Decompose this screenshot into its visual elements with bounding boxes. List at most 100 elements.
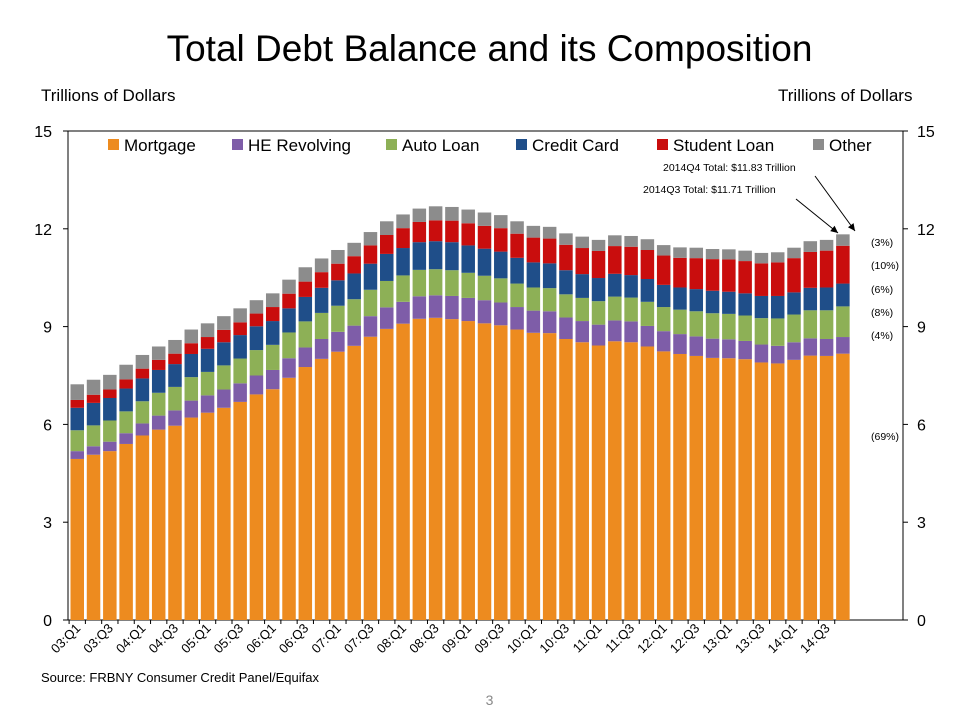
bar-credit-card — [168, 364, 182, 387]
bar-auto-loan — [803, 310, 818, 339]
bar-auto-loan — [494, 278, 508, 303]
bar-he-revolving — [494, 302, 508, 326]
bar-other — [705, 249, 720, 260]
bar-student-loan — [119, 379, 133, 389]
x-tick-label: 05:Q3 — [211, 621, 247, 657]
bar-he-revolving — [656, 331, 671, 352]
bar-student-loan — [542, 238, 557, 264]
bar-student-loan — [738, 261, 752, 294]
bar-student-loan — [510, 233, 524, 258]
x-tick-label: 06:Q3 — [276, 621, 312, 657]
annotation-label: 2014Q4 Total: $11.83 Trillion — [663, 162, 796, 174]
bar-auto-loan — [722, 313, 736, 340]
bar-mortgage — [526, 332, 541, 620]
bar-he-revolving — [705, 338, 720, 358]
bar-other — [314, 258, 329, 273]
bar-auto-loan — [412, 269, 427, 297]
bar-credit-card — [819, 287, 834, 311]
annotation-label: 2014Q3 Total: $11.71 Trillion — [643, 184, 776, 196]
bar-student-loan — [705, 259, 720, 291]
bar-he-revolving — [836, 337, 850, 354]
bar-student-loan — [575, 248, 589, 275]
bar-credit-card — [836, 283, 850, 307]
x-tick-label: 11:Q3 — [602, 621, 637, 656]
y-tick-label-right: 9 — [917, 320, 926, 337]
bar-student-loan — [608, 246, 622, 274]
bar-credit-card — [542, 263, 557, 289]
bar-auto-loan — [428, 269, 443, 296]
bar-he-revolving — [461, 297, 475, 322]
bar-he-revolving — [754, 344, 769, 363]
x-tick-label: 13:Q3 — [732, 621, 768, 657]
bar-credit-card — [445, 242, 459, 271]
bar-auto-loan — [314, 312, 329, 339]
bar-student-loan — [249, 313, 264, 327]
bar-student-loan — [86, 394, 101, 403]
bar-credit-card — [363, 263, 378, 290]
bar-other — [282, 279, 296, 294]
bar-other — [331, 249, 345, 264]
bar-credit-card — [249, 326, 264, 351]
annotation-arrowhead — [847, 223, 855, 231]
bar-mortgage — [363, 336, 378, 620]
bar-credit-card — [184, 353, 199, 378]
bar-credit-card — [217, 342, 231, 366]
legend-swatch-other — [813, 139, 824, 150]
page-number: 3 — [485, 692, 494, 708]
share-label: (3%) — [871, 237, 893, 249]
bar-student-loan — [624, 246, 638, 276]
bar-mortgage — [559, 338, 573, 620]
bar-auto-loan — [673, 309, 687, 335]
bar-other — [363, 232, 378, 246]
bar-mortgage — [119, 443, 133, 620]
x-tick-label: 08:Q1 — [374, 621, 410, 657]
bar-other — [477, 212, 492, 226]
bar-other — [608, 235, 622, 247]
bar-student-loan — [298, 281, 313, 297]
source-note: Source: FRBNY Consumer Credit Panel/Equi… — [41, 670, 319, 685]
bar-student-loan — [836, 245, 850, 284]
bar-credit-card — [689, 289, 704, 312]
bar-student-loan — [461, 223, 475, 246]
bar-other — [396, 214, 410, 229]
bar-auto-loan — [298, 321, 313, 348]
bar-credit-card — [770, 295, 785, 319]
bar-credit-card — [656, 284, 671, 308]
bar-he-revolving — [249, 375, 264, 395]
bar-mortgage — [184, 417, 199, 620]
bar-credit-card — [624, 275, 638, 298]
bar-he-revolving — [200, 395, 215, 413]
bar-other — [298, 267, 313, 282]
bar-credit-card — [70, 407, 84, 431]
bar-other — [428, 206, 443, 221]
bar-student-loan — [103, 389, 117, 398]
bar-mortgage — [542, 333, 557, 620]
bar-mortgage — [477, 323, 492, 620]
bar-mortgage — [265, 389, 280, 620]
y-tick-label-left: 9 — [43, 320, 52, 337]
y-tick-label-right: 0 — [917, 613, 926, 630]
bar-mortgage — [608, 341, 622, 620]
bar-mortgage — [151, 429, 166, 620]
bar-mortgage — [445, 319, 459, 620]
bar-he-revolving — [217, 389, 231, 408]
bar-auto-loan — [265, 344, 280, 370]
bar-he-revolving — [559, 317, 573, 339]
bar-he-revolving — [510, 307, 524, 330]
bar-auto-loan — [135, 401, 150, 424]
y-tick-label-right: 6 — [917, 417, 926, 434]
y-tick-label-right: 15 — [917, 124, 935, 141]
bar-credit-card — [477, 248, 492, 276]
bar-auto-loan — [347, 299, 361, 326]
bar-he-revolving — [396, 301, 410, 324]
bar-mortgage — [135, 435, 150, 620]
bar-he-revolving — [624, 321, 638, 343]
bar-auto-loan — [151, 392, 166, 416]
x-tick-label: 13:Q1 — [699, 621, 735, 657]
bar-mortgage — [624, 342, 638, 620]
bar-mortgage — [640, 346, 655, 620]
bar-other — [673, 247, 687, 258]
bar-student-loan — [494, 228, 508, 252]
bar-mortgage — [673, 353, 687, 620]
